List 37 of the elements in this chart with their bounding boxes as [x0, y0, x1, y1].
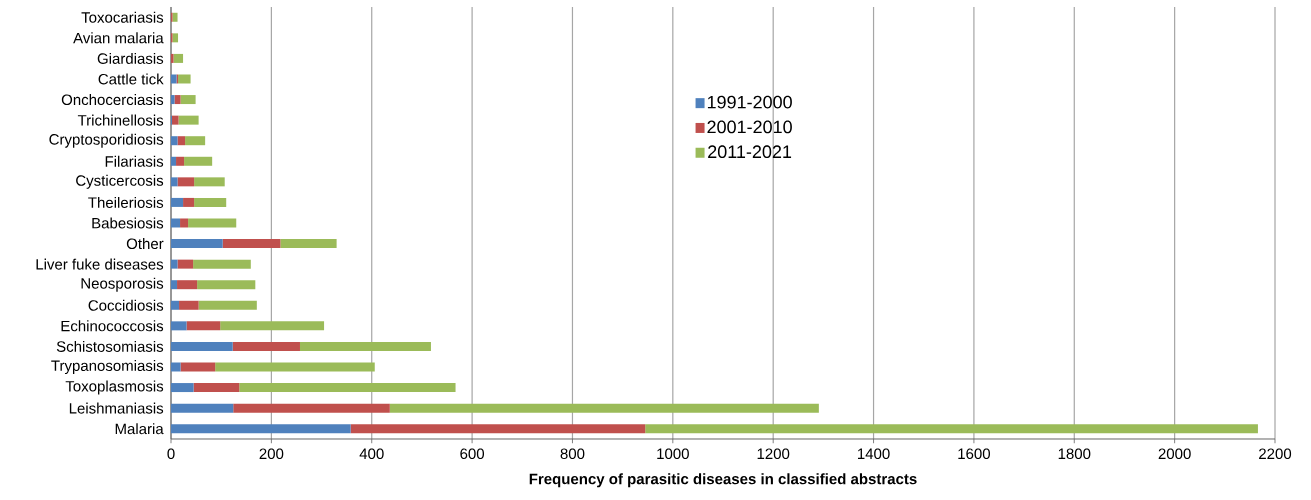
- y-tick-label: Cysticercosis: [76, 174, 164, 189]
- x-tick-label: 2200: [1259, 448, 1292, 460]
- y-tick-label: Neosporosis: [81, 277, 164, 292]
- x-tick-label: 1800: [1058, 448, 1091, 460]
- x-tick-label: 200: [259, 448, 284, 460]
- y-tick-label: Schistosomiasis: [56, 340, 164, 352]
- x-axis-title: Frequency of parasitic diseases in classified abstracts: [529, 473, 917, 488]
- y-tick-label: Trypanosomiasis: [51, 359, 164, 374]
- x-tick-label: 1000: [657, 448, 689, 460]
- x-tick-label: 2000: [1158, 448, 1191, 460]
- x-tick-label: 0: [167, 448, 175, 460]
- x-tick-label: 600: [460, 448, 485, 460]
- y-tick-label: Cryptosporidiosis: [49, 133, 164, 148]
- y-tick-label: Liver fuke diseases: [36, 258, 164, 270]
- y-tick-label: Toxoplasmosis: [65, 380, 164, 395]
- x-tick-label: 1600: [958, 448, 990, 460]
- y-tick-label: Onchocerciasis: [61, 94, 164, 106]
- y-tick-label: Cattle tick: [98, 73, 164, 85]
- y-tick-label: Trichinellosis: [77, 114, 164, 126]
- y-tick-label: Avian malaria: [73, 32, 164, 44]
- x-tick-label: 400: [359, 448, 384, 460]
- y-tick-label: Theileriosis: [88, 196, 164, 208]
- y-tick-label: Other: [126, 238, 164, 250]
- y-tick-label: Leishmaniasis: [69, 402, 164, 414]
- y-tick-label: Malaria: [115, 423, 164, 435]
- x-tick-label: 1400: [858, 448, 890, 460]
- y-tick-label: Giardiasis: [97, 52, 164, 64]
- y-tick-label: Coccidiosis: [88, 299, 164, 311]
- legend-label: 1991-2000: [707, 95, 792, 109]
- y-tick-label: Filariasis: [105, 155, 164, 167]
- y-tick-label: Echinococcosis: [61, 320, 164, 332]
- legend-label: 2001-2010: [707, 120, 792, 134]
- y-tick-label: Toxocariasis: [81, 11, 164, 23]
- x-tick-label: 1200: [757, 448, 790, 460]
- legend-label: 2011-2021: [708, 145, 792, 159]
- x-tick-label: 800: [560, 448, 585, 460]
- y-tick-label: Babesiosis: [92, 217, 164, 229]
